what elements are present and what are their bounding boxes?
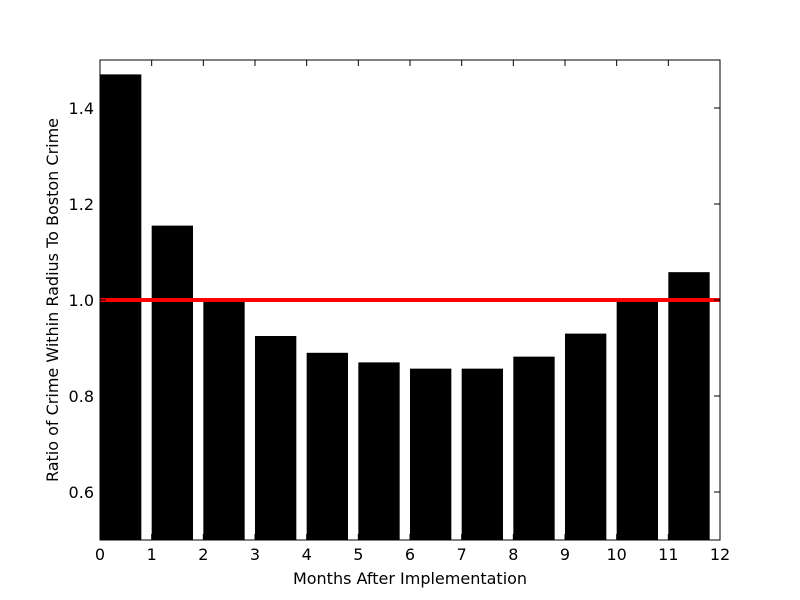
y-tick-label: 0.8 xyxy=(69,387,94,406)
x-tick-label: 0 xyxy=(95,545,105,564)
x-tick-label: 4 xyxy=(302,545,312,564)
bar-month-9 xyxy=(565,333,607,540)
bar-month-2 xyxy=(203,300,245,540)
bar-month-7 xyxy=(461,368,503,540)
x-tick-label: 3 xyxy=(250,545,260,564)
x-tick-label: 2 xyxy=(198,545,208,564)
y-tick-label: 1.4 xyxy=(69,99,94,118)
bar-month-6 xyxy=(410,368,452,540)
x-tick-label: 12 xyxy=(710,545,730,564)
bars-group xyxy=(100,74,710,541)
x-tick-label: 11 xyxy=(658,545,678,564)
x-tick-label: 7 xyxy=(457,545,467,564)
x-tick-label: 9 xyxy=(560,545,570,564)
x-axis-label: Months After Implementation xyxy=(293,569,527,588)
y-tick-label: 0.6 xyxy=(69,483,94,502)
x-axis-ticks: 0 1 2 3 4 5 6 7 8 9 10 11 12 xyxy=(95,60,730,564)
bar-month-8 xyxy=(513,356,555,540)
bar-month-3 xyxy=(255,336,297,540)
x-tick-label: 8 xyxy=(508,545,518,564)
bar-month-1 xyxy=(151,225,193,540)
bar-month-4 xyxy=(306,352,348,540)
x-tick-label: 1 xyxy=(147,545,157,564)
x-tick-label: 6 xyxy=(405,545,415,564)
bar-month-11 xyxy=(668,272,710,540)
y-tick-label: 1.2 xyxy=(69,195,94,214)
y-axis-label: Ratio of Crime Within Radius To Boston C… xyxy=(43,118,62,482)
x-tick-label: 10 xyxy=(606,545,626,564)
bar-month-0 xyxy=(100,74,142,541)
bar-month-10 xyxy=(616,301,658,540)
x-tick-label: 5 xyxy=(353,545,363,564)
bar-month-5 xyxy=(358,362,400,540)
y-axis-ticks: 0.6 0.8 1.0 1.2 1.4 xyxy=(69,99,720,502)
y-tick-label: 1.0 xyxy=(69,291,94,310)
